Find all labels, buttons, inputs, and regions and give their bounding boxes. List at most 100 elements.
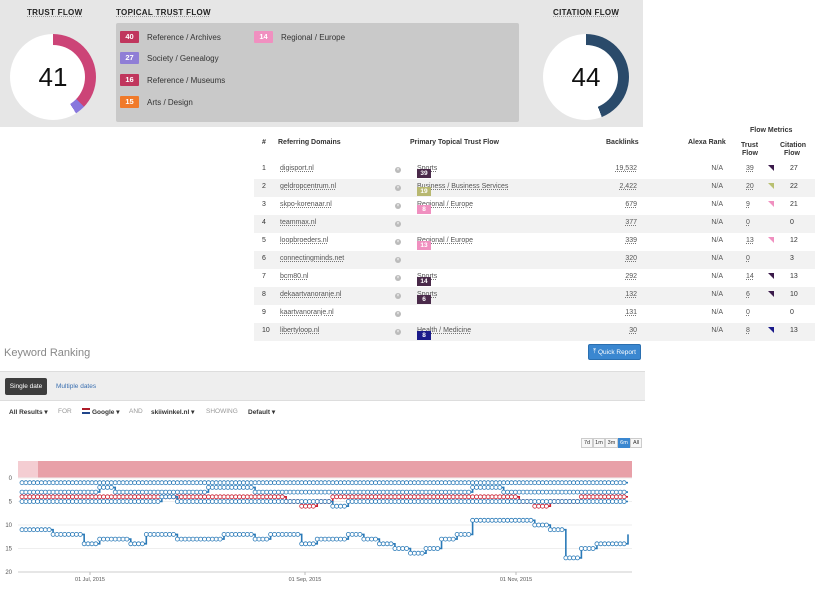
table-row[interactable]: 9 kaartvanoranje.nl × 131 N/A 0 0 — [254, 305, 815, 323]
mode-dropdown[interactable]: Default ▾ — [248, 409, 276, 416]
quick-report-button[interactable]: ⤒ Quick Report — [588, 344, 641, 360]
series-point — [334, 536, 340, 542]
domain-link[interactable]: bcm80.nl — [280, 273, 309, 280]
trust-cell: 0 — [746, 215, 762, 233]
domain-link[interactable]: geldropcentrum.nl — [280, 183, 337, 190]
domain-link[interactable]: digisport.nl — [280, 165, 314, 172]
range-all-button[interactable]: All — [630, 438, 642, 448]
col-header-alexa[interactable]: Alexa Rank — [688, 139, 726, 146]
table-row[interactable]: 6 connectingminds.net × 320 N/A 0 3 — [254, 251, 815, 269]
topic-item[interactable]: 27 Society / Genealogy — [120, 52, 219, 64]
table-row[interactable]: 4 teammax.nl × 377 N/A 0 0 — [254, 215, 815, 233]
topic-link[interactable]: Regional / Europe — [417, 237, 474, 244]
topic-item[interactable]: 16 Reference / Museums — [120, 74, 225, 86]
topical-badge: 6 — [417, 295, 431, 304]
navigator-handle — [18, 461, 38, 478]
series-point — [610, 494, 615, 500]
domain-link[interactable]: libertyloop.nl — [280, 327, 320, 334]
tab-multiple-dates[interactable]: Multiple dates — [56, 383, 97, 390]
topic-item[interactable]: 14 Regional / Europe — [254, 31, 345, 43]
topic-link[interactable]: Health / Medicine — [417, 327, 472, 334]
trust-value[interactable]: 0 — [746, 255, 750, 262]
topic-link[interactable]: Sports — [417, 165, 437, 172]
trust-value[interactable]: 9 — [746, 201, 750, 208]
range-1m-button[interactable]: 1m — [593, 438, 605, 448]
series-point — [35, 494, 40, 500]
series-point — [582, 480, 588, 486]
trust-value[interactable]: 14 — [746, 273, 754, 280]
remove-icon[interactable]: × — [395, 203, 401, 209]
trust-value[interactable]: 0 — [746, 219, 750, 226]
backlinks-link[interactable]: 339 — [625, 237, 637, 244]
series-point — [512, 480, 518, 486]
remove-icon[interactable]: × — [395, 221, 401, 227]
backlinks-link[interactable]: 377 — [625, 219, 637, 226]
table-row[interactable]: 5 loopbroeders.nl × 13 Regional / Europe 339 N… — [254, 233, 815, 251]
domain-link[interactable]: kaartvanoranje.nl — [280, 309, 334, 316]
topic-link[interactable]: Regional / Europe — [417, 201, 474, 208]
series-point — [241, 494, 246, 500]
col-header-domain[interactable]: Referring Domains — [278, 139, 341, 146]
trust-value[interactable]: 6 — [746, 291, 750, 298]
col-header-trust[interactable]: Trust — [741, 142, 759, 149]
table-row[interactable]: 10 libertyloop.nl × 8 Health / Medicine 30 N/A… — [254, 323, 815, 341]
trust-cell: 0 — [746, 251, 762, 269]
site-dropdown[interactable]: skiiwinkel.nl ▾ — [151, 409, 195, 416]
trust-value[interactable]: 20 — [746, 183, 754, 190]
col-header-backlinks[interactable]: Backlinks — [606, 139, 639, 146]
remove-icon[interactable]: × — [395, 329, 401, 335]
trust-value[interactable]: 13 — [746, 237, 754, 244]
backlinks-link[interactable]: 131 — [625, 309, 637, 316]
backlinks-link[interactable]: 320 — [625, 255, 637, 262]
series-point — [330, 536, 336, 542]
table-row[interactable]: 3 skpo-korenaar.nl × 8 Regional / Europe 679 N… — [254, 197, 815, 215]
backlinks-link[interactable]: 132 — [625, 291, 637, 298]
remove-icon[interactable]: × — [395, 311, 401, 317]
topic-link[interactable]: Sports — [417, 273, 437, 280]
remove-icon[interactable]: × — [395, 257, 401, 263]
trust-value[interactable]: 8 — [746, 327, 750, 334]
backlinks-link[interactable]: 2,422 — [619, 183, 637, 190]
topic-item[interactable]: 15 Arts / Design — [120, 96, 193, 108]
domain-link[interactable]: teammax.nl — [280, 219, 317, 226]
topic-link[interactable]: Sports — [417, 291, 437, 298]
col-header-citation[interactable]: Citation — [780, 142, 807, 149]
remove-icon[interactable]: × — [395, 293, 401, 299]
domain-link[interactable]: skpo-korenaar.nl — [280, 201, 332, 208]
series-point — [291, 499, 297, 504]
remove-icon[interactable]: × — [395, 185, 401, 191]
results-dropdown[interactable]: All Results ▾ — [9, 409, 48, 416]
backlinks-link[interactable]: 292 — [625, 273, 637, 280]
series-point — [606, 489, 611, 495]
table-row[interactable]: 2 geldropcentrum.nl × 19 Business / Business… — [254, 179, 815, 197]
series-point — [613, 499, 619, 504]
series-point — [182, 536, 188, 542]
remove-icon[interactable]: × — [395, 167, 401, 173]
series-point — [310, 499, 316, 504]
domain-link[interactable]: loopbroeders.nl — [280, 237, 329, 244]
range-3m-button[interactable]: 3m — [605, 438, 618, 448]
domain-link[interactable]: dekaartvanoranje.nl — [280, 291, 342, 298]
range-7d-button[interactable]: 7d — [581, 438, 593, 448]
series-point — [50, 480, 56, 486]
topic-item[interactable]: 40 Reference / Archives — [120, 31, 221, 43]
series-point — [237, 532, 242, 537]
range-6m-button[interactable]: 6m — [618, 438, 630, 448]
trust-value[interactable]: 0 — [746, 309, 750, 316]
remove-icon[interactable]: × — [395, 239, 401, 245]
topic-link[interactable]: Business / Business Services — [417, 183, 509, 190]
trust-value[interactable]: 39 — [746, 165, 754, 172]
remove-icon[interactable]: × — [395, 275, 401, 281]
backlinks-link[interactable]: 30 — [629, 327, 637, 334]
backlinks-link[interactable]: 19,532 — [615, 165, 637, 172]
engine-dropdown[interactable]: Google ▾ — [92, 409, 120, 416]
backlinks-link[interactable]: 679 — [625, 201, 637, 208]
domain-link[interactable]: connectingminds.net — [280, 255, 345, 262]
series-point — [477, 480, 483, 486]
tab-single-date[interactable]: Single date — [5, 378, 47, 395]
x-tick-label: 01 Jul, 2015 — [75, 577, 105, 583]
col-header-ptf[interactable]: Primary Topical Trust Flow — [410, 139, 499, 146]
